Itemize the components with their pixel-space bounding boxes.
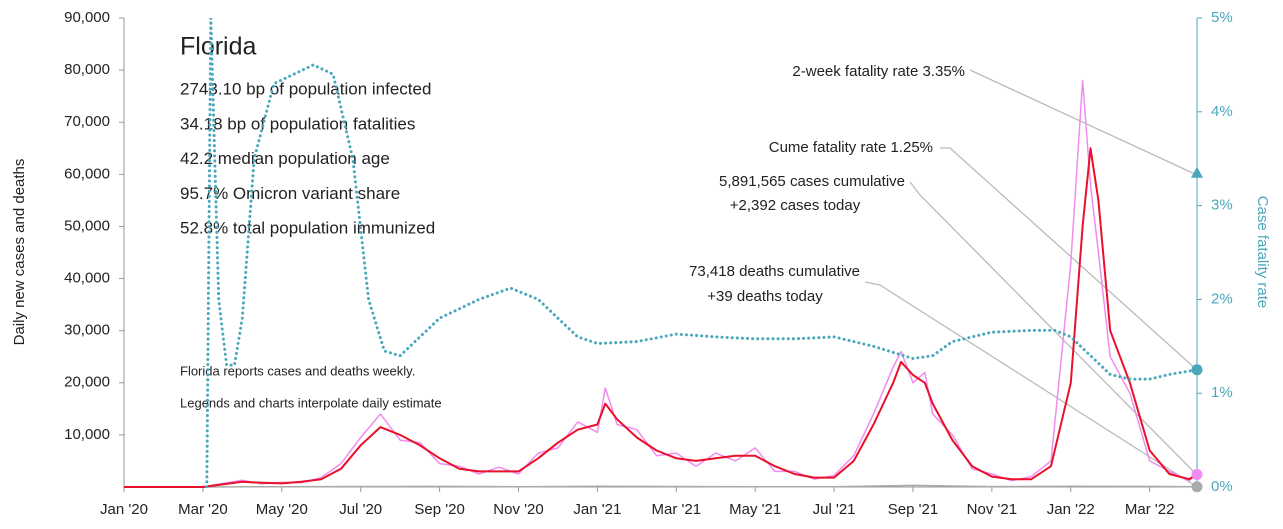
leader-line xyxy=(940,147,1198,371)
x-tick-label: Jan '22 xyxy=(1047,501,1095,518)
y-tick-label: 30,000 xyxy=(64,322,110,339)
x-tick-label: Nov '21 xyxy=(967,501,1017,518)
annotation: Cume fatality rate 1.25% xyxy=(769,139,933,156)
x-tick-label: Sep '20 xyxy=(414,501,464,518)
y2-tick-label: 1% xyxy=(1211,384,1233,401)
x-tick-label: Sep '21 xyxy=(888,501,938,518)
chart-title: Florida xyxy=(180,33,257,61)
y-tick-label: 90,000 xyxy=(64,9,110,26)
y-axis-label: Daily new cases and deaths xyxy=(11,159,28,346)
x-tick-label: Jan '21 xyxy=(573,501,621,518)
y-tick-label: 10,000 xyxy=(64,426,110,443)
stat: 42.2 median population age xyxy=(180,149,390,168)
y2-axis-label: Case fatality rate xyxy=(1254,196,1271,309)
marker xyxy=(1191,469,1203,481)
marker xyxy=(1191,364,1203,376)
marker xyxy=(1191,166,1203,178)
y2-tick-label: 5% xyxy=(1211,9,1233,26)
annotation: +39 deaths today xyxy=(707,288,823,305)
marker xyxy=(1191,481,1203,493)
plot-area xyxy=(124,18,1198,488)
x-tick-label: Nov '20 xyxy=(493,501,543,518)
series-line xyxy=(124,79,1198,488)
y-tick-label: 70,000 xyxy=(64,113,110,130)
y-tick-label: 50,000 xyxy=(64,217,110,234)
y-tick-label: 40,000 xyxy=(64,270,110,287)
leader-line xyxy=(969,69,1198,176)
note: Florida reports cases and deaths weekly. xyxy=(180,363,415,378)
series-line xyxy=(124,147,1198,488)
x-tick-label: May '20 xyxy=(256,501,308,518)
y2-tick-label: 0% xyxy=(1211,478,1233,495)
x-tick-label: Jul '21 xyxy=(813,501,856,518)
x-tick-label: Jul '20 xyxy=(339,501,382,518)
y-tick-label: 20,000 xyxy=(64,374,110,391)
x-tick-label: Mar '20 xyxy=(178,501,228,518)
stats: 2743.10 bp of population infected 34.18 b… xyxy=(180,79,435,237)
stat: 2743.10 bp of population infected xyxy=(180,79,431,98)
stat: 95.7% Omicron variant share xyxy=(180,184,400,203)
x-tick-label: May '21 xyxy=(729,501,781,518)
y2-tick-label: 4% xyxy=(1211,103,1233,120)
y-tick-label: 60,000 xyxy=(64,165,110,182)
x-tick-label: Mar '21 xyxy=(651,501,701,518)
y2-tick-label: 3% xyxy=(1211,197,1233,214)
x-tick-label: Jan '20 xyxy=(100,501,148,518)
leader-line xyxy=(864,281,1198,488)
x-tick-label: Mar '22 xyxy=(1125,501,1175,518)
annotation: 73,418 deaths cumulative xyxy=(689,263,860,280)
series-line xyxy=(124,484,1198,488)
series-line xyxy=(205,18,1198,488)
stat: 34.18 bp of population fatalities xyxy=(180,114,415,133)
stat: 52.8% total population immunized xyxy=(180,219,435,238)
note: Legends and charts interpolate daily est… xyxy=(180,395,442,410)
y2-tick-label: 2% xyxy=(1211,290,1233,307)
annotation: +2,392 cases today xyxy=(730,197,861,214)
leader-line xyxy=(909,181,1198,476)
annotation: 5,891,565 cases cumulative xyxy=(719,173,905,190)
annotation: 2-week fatality rate 3.35% xyxy=(792,63,965,80)
y-tick-label: 80,000 xyxy=(64,61,110,78)
